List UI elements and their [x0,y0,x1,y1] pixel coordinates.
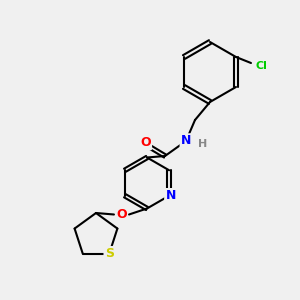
Text: H: H [198,139,207,149]
Text: Cl: Cl [256,61,267,71]
Text: S: S [105,247,114,260]
Text: O: O [116,208,127,221]
Text: O: O [140,136,151,149]
Text: N: N [181,134,191,148]
Text: N: N [165,189,176,202]
